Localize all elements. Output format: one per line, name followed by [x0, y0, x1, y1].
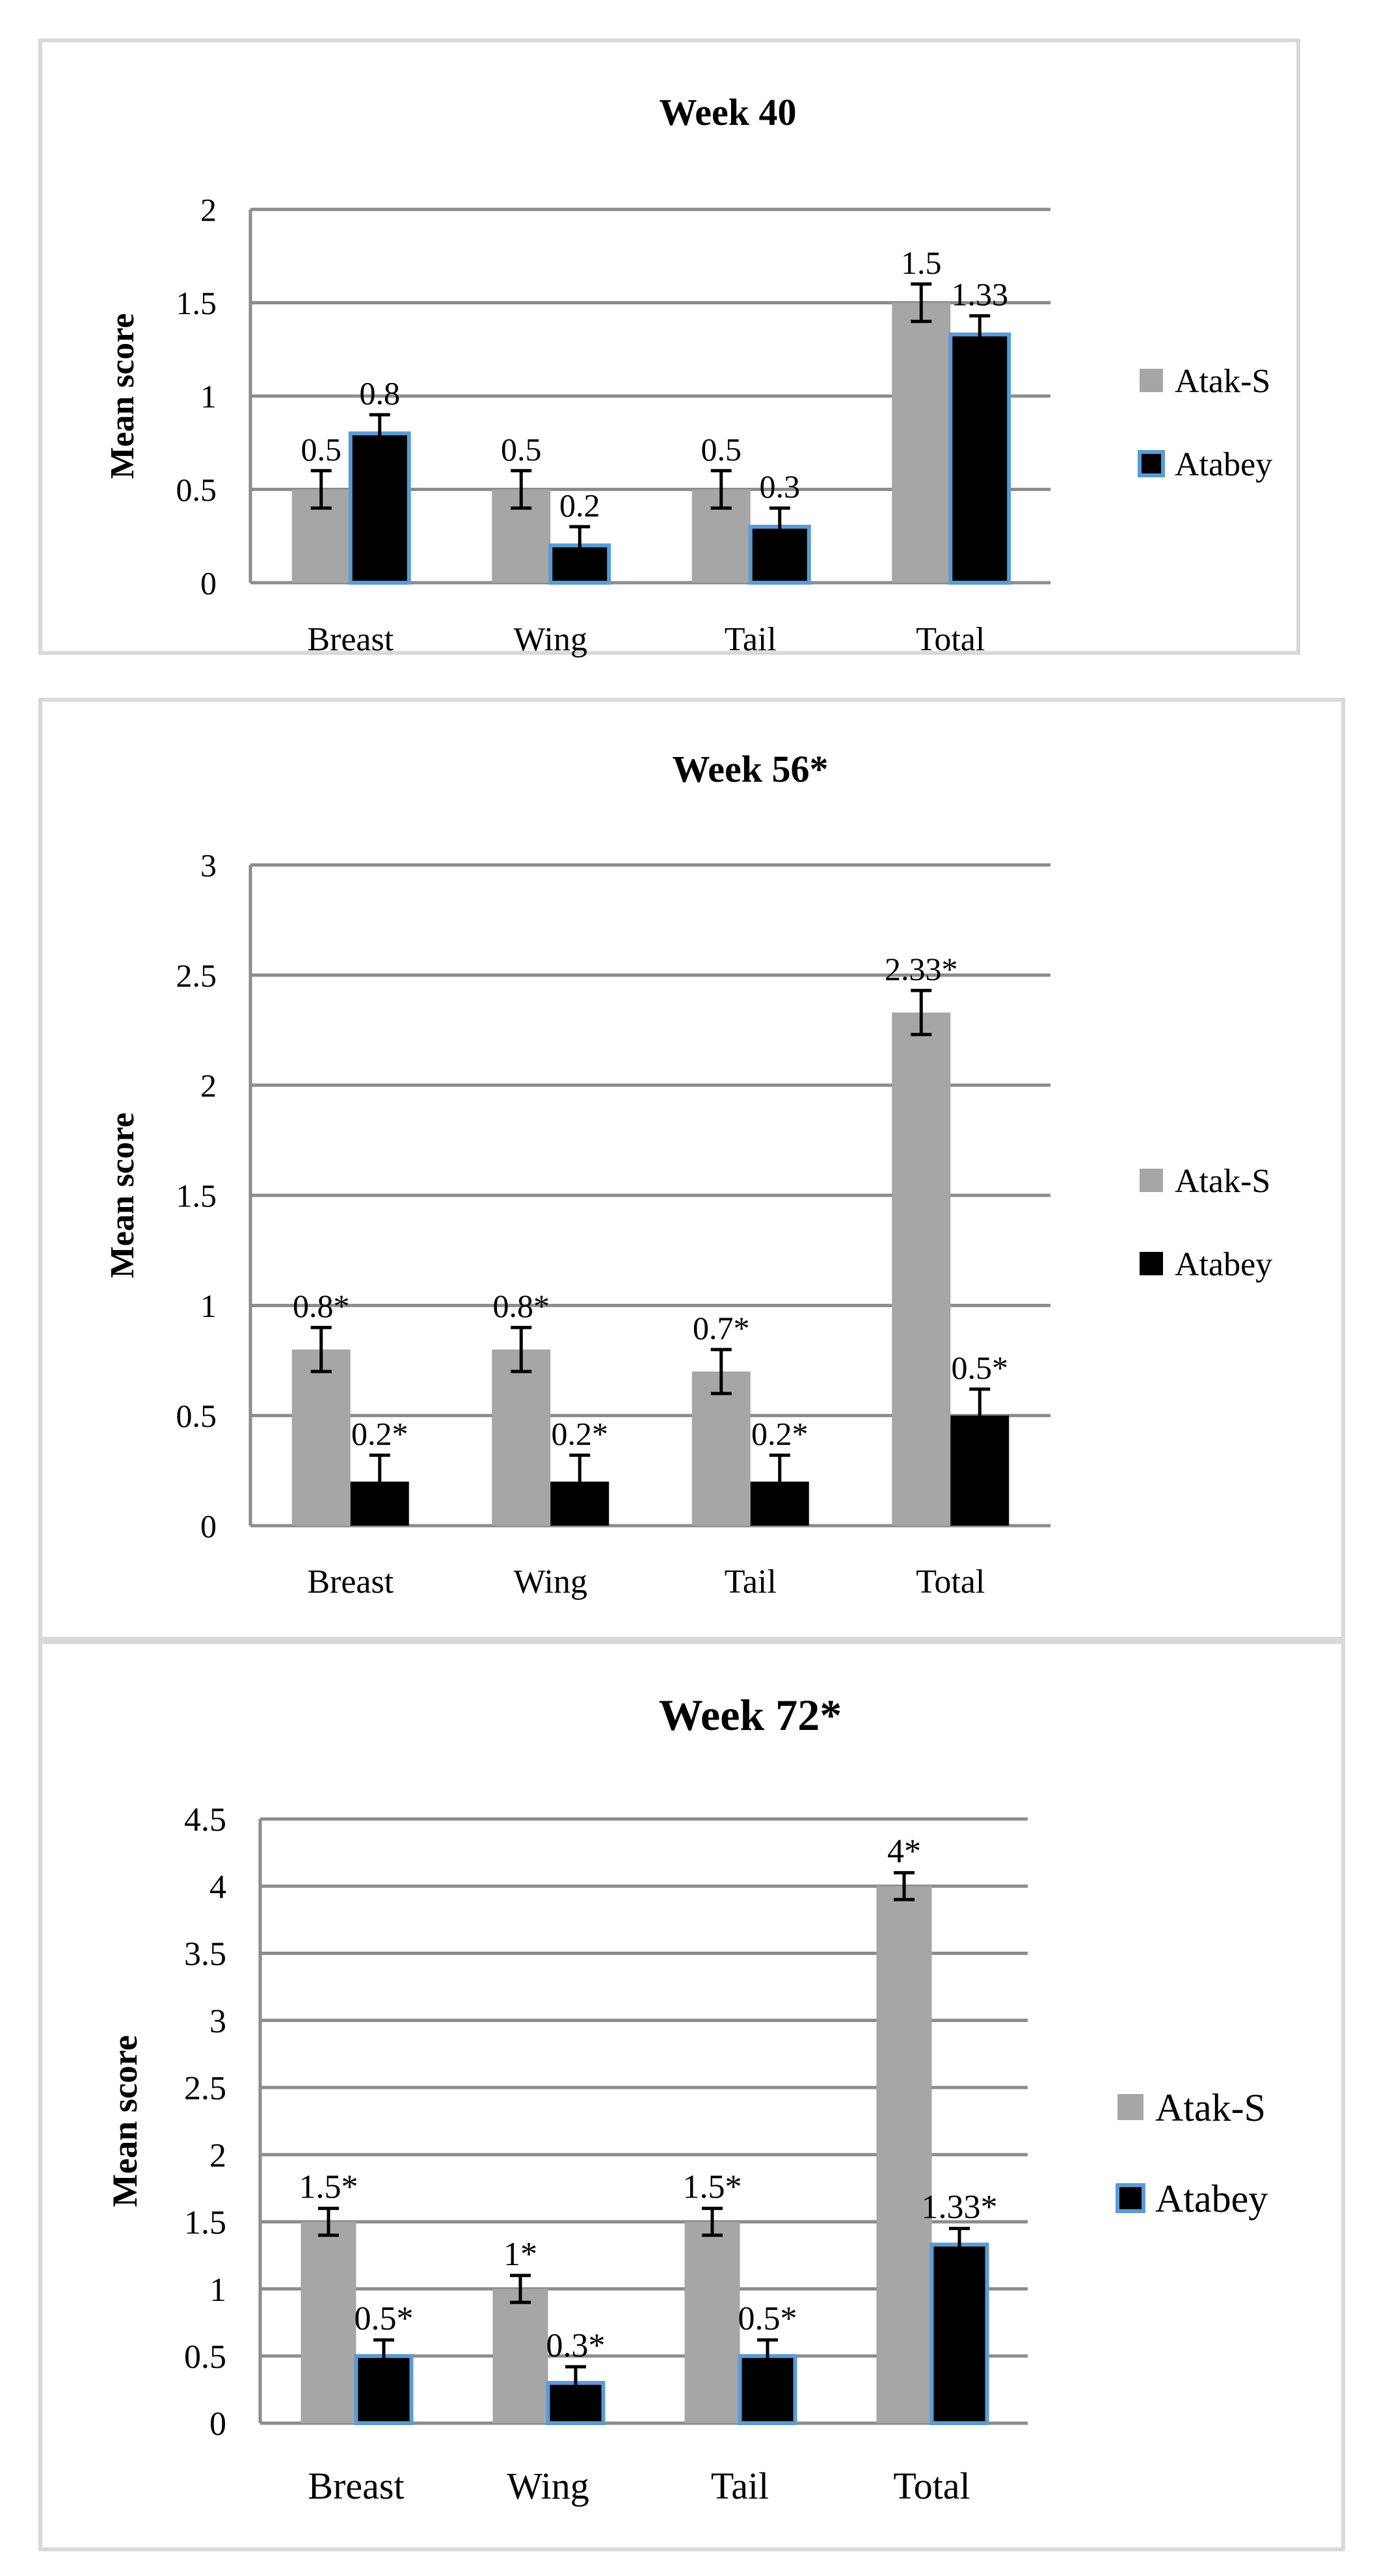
y-tick-label: 3.5: [184, 1936, 226, 1973]
x-tick-label: Breast: [308, 2465, 404, 2507]
y-tick-label: 4.5: [184, 1801, 226, 1839]
bar-atak-s-total: [892, 1012, 951, 1526]
panel-frame: [38, 698, 1345, 1641]
y-tick-label: 0: [200, 565, 217, 602]
chart-title: Week 56*: [672, 748, 828, 790]
x-tick-label: Tail: [725, 621, 777, 658]
bar-atak-s-wing: [492, 2289, 548, 2423]
x-tick-label: Total: [916, 621, 985, 658]
legend-label-atak-s: Atak-S: [1175, 1163, 1270, 1200]
data-label: 4*: [887, 1833, 921, 1870]
chart-title: Week 40: [659, 91, 796, 133]
data-label: 1.5: [901, 245, 942, 281]
x-tick-label: Wing: [507, 2465, 589, 2507]
bar-atak-s-breast: [301, 2222, 356, 2423]
legend-label-atabey: Atabey: [1155, 2177, 1268, 2220]
x-tick-label: Breast: [307, 1563, 394, 1600]
data-label: 0.5*: [738, 2300, 797, 2337]
data-label: 0.3: [760, 468, 801, 505]
y-tick-label: 0: [209, 2406, 226, 2443]
legend-swatch-atak-s: [1140, 1169, 1163, 1192]
data-label: 0.3*: [546, 2327, 606, 2364]
x-tick-label: Total: [916, 1563, 985, 1600]
data-label: 1.5*: [299, 2169, 358, 2206]
bar-atabey-breast: [348, 431, 411, 585]
y-axis-label: Mean score: [105, 2035, 144, 2207]
x-tick-label: Tail: [711, 2465, 769, 2507]
data-label: 1.5*: [683, 2169, 742, 2206]
bar-atabey-total: [948, 332, 1011, 585]
y-axis-label: Mean score: [104, 313, 141, 479]
y-tick-label: 1.5: [184, 2205, 226, 2242]
chart-panel-2: Week 56* 0 0.5 1 1.5 2 2.5 3 Mean score Breast 0.8…: [38, 698, 1345, 1641]
legend-swatch-atabey: [1138, 450, 1165, 477]
y-tick-label: 3: [209, 2003, 226, 2040]
bar-atak-s-tail: [691, 1371, 751, 1526]
data-label: 0.8*: [293, 1288, 350, 1324]
y-axis-label: Mean score: [104, 1113, 141, 1279]
x-tick-label: Total: [893, 2465, 970, 2507]
y-tick-label: 4: [209, 1868, 226, 1905]
x-tick-label: Wing: [514, 1563, 587, 1600]
y-tick-label: 0.5: [184, 2339, 226, 2376]
data-label: 0.7*: [693, 1310, 750, 1346]
legend-label-atak-s: Atak-S: [1175, 363, 1270, 400]
data-label: 1.33*: [922, 2189, 998, 2226]
y-tick-label: 0.5: [176, 1398, 217, 1434]
data-label: 0.8: [360, 375, 401, 412]
data-label: 2.33*: [885, 951, 958, 987]
legend-label-atabey: Atabey: [1175, 446, 1272, 483]
bar-atabey-total: [929, 2242, 989, 2426]
bar-atak-s-total: [892, 302, 951, 583]
bar-atak-s-total: [876, 1886, 932, 2423]
data-label: 0.5: [301, 431, 342, 468]
y-tick-label: 0: [200, 1508, 217, 1545]
y-tick-label: 2.5: [184, 2070, 226, 2107]
legend-swatch-atabey: [1140, 1252, 1163, 1275]
data-label: 0.2*: [751, 1416, 809, 1452]
data-label: 0.5: [701, 431, 742, 468]
bar-atak-s-breast: [291, 1349, 351, 1526]
legend-swatch-atak-s: [1140, 369, 1163, 392]
data-label: 0.2*: [552, 1416, 609, 1452]
y-tick-label: 1: [200, 378, 217, 415]
chart-panel-1: Week 40 0 0.5 1 1.5 2 Mean score Breast 0.5 0.8 Wi…: [38, 38, 1300, 658]
data-label: 0.2: [559, 487, 600, 524]
data-label: 0.5: [501, 431, 542, 468]
y-tick-label: 1: [200, 1288, 217, 1324]
y-tick-label: 1.5: [176, 1178, 217, 1214]
bar-atak-s-wing: [492, 1349, 551, 1526]
bar-atak-s-tail: [684, 2222, 740, 2423]
x-tick-label: Tail: [725, 1563, 777, 1600]
data-label: 0.8*: [493, 1288, 550, 1324]
data-label: 0.5*: [952, 1349, 1009, 1386]
y-tick-label: 0.5: [176, 471, 217, 508]
y-tick-label: 2: [209, 2137, 226, 2174]
data-label: 1*: [503, 2236, 537, 2273]
legend-swatch-atak-s: [1117, 2094, 1143, 2120]
y-tick-label: 1.5: [176, 285, 217, 321]
legend-label-atak-s: Atak-S: [1155, 2086, 1266, 2129]
x-tick-label: Breast: [307, 621, 394, 658]
data-label: 0.2*: [351, 1416, 408, 1452]
y-tick-label: 2: [200, 192, 217, 228]
chart-title: Week 72*: [659, 1690, 842, 1740]
y-tick-label: 1: [209, 2272, 226, 2309]
legend-swatch-atabey: [1116, 2183, 1145, 2213]
chart-panel-3: Week 72* 0 0.5 1 1.5 2 2.5 3 3.5 4 4.5 Mean score Br…: [38, 1640, 1345, 2551]
y-tick-label: 3: [200, 847, 217, 884]
data-label: 1.33: [952, 276, 1009, 313]
x-tick-label: Wing: [514, 621, 587, 658]
y-tick-label: 2: [200, 1067, 217, 1104]
y-tick-label: 2.5: [176, 957, 217, 994]
data-label: 0.5*: [354, 2300, 414, 2337]
legend-label-atabey: Atabey: [1175, 1246, 1272, 1283]
